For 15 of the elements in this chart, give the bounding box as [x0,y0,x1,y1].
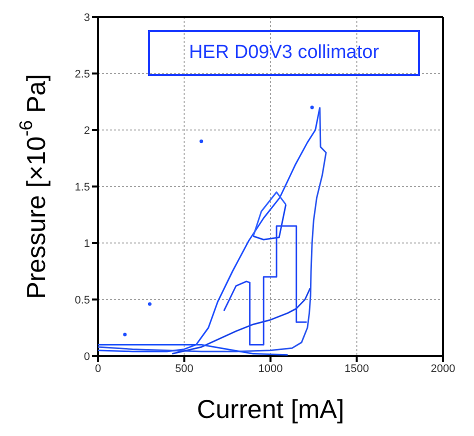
x-tick-label: 0 [94,362,102,375]
y-tick-label: 1.5 [74,181,90,194]
text-frame: HER D09V3 collimator [148,30,420,76]
x-tick-label: 2000 [430,362,456,375]
x-tick-label: 1000 [258,362,283,375]
y-tick-label: 3 [84,12,90,24]
x-axis-title: Current [mA] [196,394,344,424]
annotation: HER D09V3 collimator [188,42,380,63]
x-tick-label: 1500 [344,362,369,375]
y-tick-label: 2.5 [74,68,90,80]
y-tick-label: 1 [84,238,90,250]
y-tick-label: 0.5 [74,294,90,306]
y-tick-label: 2 [84,124,90,137]
x-tick-label: 500 [175,362,194,375]
y-tick-label: 0 [84,350,90,363]
